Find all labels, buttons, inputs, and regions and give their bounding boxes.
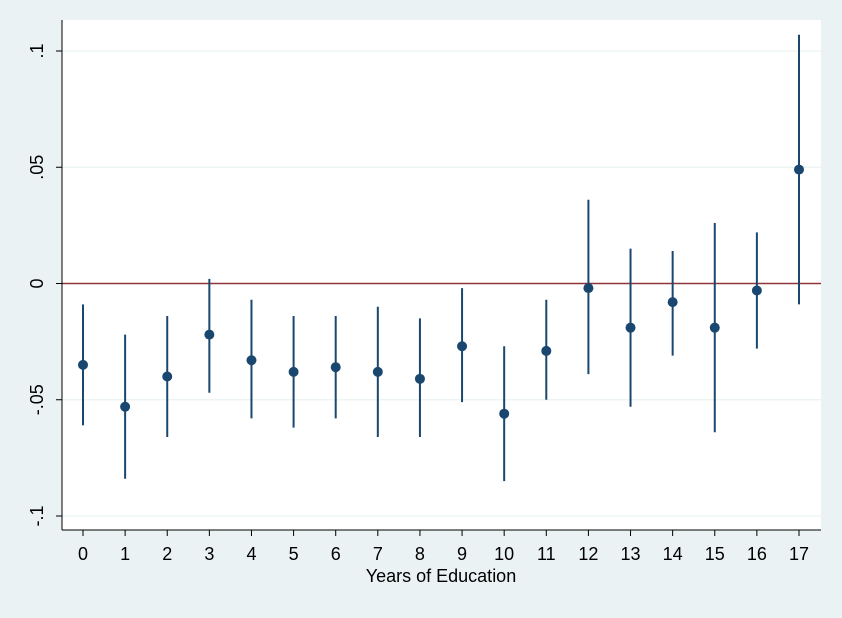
x-tick-label: 7 [373,544,383,564]
point-estimate [457,341,468,352]
x-tick-label: 5 [289,544,299,564]
point-estimate [625,322,636,333]
plot-area [62,20,821,530]
x-tick-label: 1 [120,544,130,564]
point-estimate [204,329,215,340]
x-tick-label: 14 [663,544,683,564]
x-tick-label: 2 [162,544,172,564]
point-estimate [330,362,341,373]
point-estimate [120,401,131,412]
y-tick-label: 0 [27,278,47,288]
x-tick-label: 4 [246,544,256,564]
point-estimate [751,285,762,296]
y-tick-label: .1 [27,43,47,58]
x-tick-label: 11 [537,544,556,564]
point-estimate [794,164,804,175]
point-estimate [541,345,552,356]
point-estimate [583,283,594,294]
x-axis-label: Years of Education [366,566,516,586]
x-tick-label: 8 [415,544,425,564]
point-estimate-layer [78,164,804,419]
y-tick-label: .05 [27,155,47,180]
y-tick-label: -.1 [27,505,47,526]
x-tick-label: 15 [705,544,725,564]
point-estimate [414,373,425,384]
x-tick-label: 16 [747,544,767,564]
axis-layer: -.1-.050.05.10 1 2 3 4 5 6 7 8 9 10 11 12 13 14 15 16 17 [27,20,821,564]
x-tick-label: 10 [494,544,514,564]
x-tick-label: 13 [621,544,641,564]
point-estimate [288,366,299,377]
y-tick-label: -.05 [27,384,47,415]
x-tick-label: 17 [789,544,809,564]
point-estimate [499,408,510,419]
point-estimate [78,359,88,370]
x-tick-label: 12 [578,544,598,564]
point-estimate [162,371,173,382]
point-estimate [667,297,678,308]
x-tick-label: 6 [331,544,341,564]
point-estimate [709,322,720,333]
x-tick-label: 9 [457,544,467,564]
x-tick-label: 3 [204,544,214,564]
x-tick-label: 0 [78,544,88,564]
point-estimate [246,355,257,366]
point-estimate [372,366,383,377]
